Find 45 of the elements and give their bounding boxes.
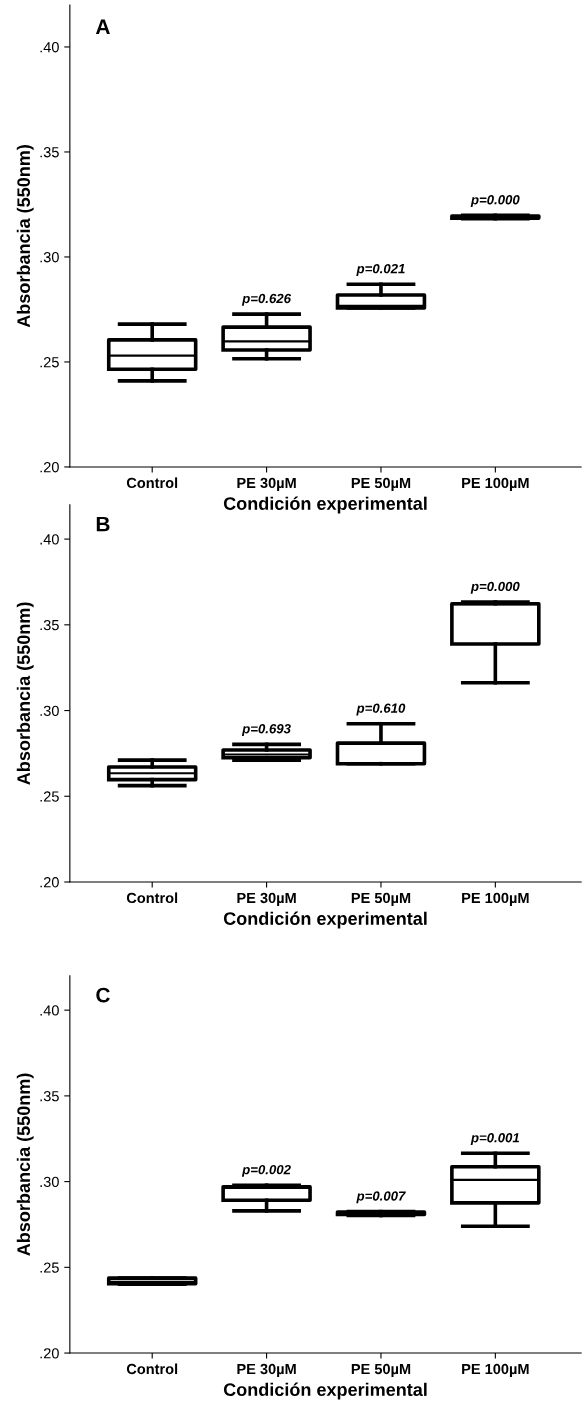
y-tick-label: .40 bbox=[40, 1005, 59, 1016]
y-axis-title: Absorbancia (550nm) bbox=[16, 1073, 34, 1256]
x-tick-label: PE 30µM bbox=[237, 1363, 296, 1378]
y-tick-label: .30 bbox=[40, 252, 59, 263]
x-tick-label: PE 50µM bbox=[351, 892, 411, 907]
x-tick-label: PE 100µM bbox=[462, 477, 529, 491]
y-tick-label: .35 bbox=[40, 619, 59, 631]
y-tick-label: .30 bbox=[40, 1176, 59, 1188]
x-axis-title: Condición experimental bbox=[223, 1382, 427, 1400]
y-tick-label: .35 bbox=[40, 1090, 59, 1102]
y-tick-label: .30 bbox=[40, 705, 59, 716]
y-tick-label: .25 bbox=[40, 1262, 59, 1273]
x-axis-title: Condición experimental bbox=[223, 496, 427, 514]
y-tick-label: .25 bbox=[40, 357, 59, 368]
y-tick-label: .35 bbox=[40, 147, 59, 158]
x-tick-label: PE 100µM bbox=[462, 892, 529, 907]
y-axis-title: Absorbancia (550nm) bbox=[16, 145, 34, 328]
annotation: p=0.001 bbox=[470, 1133, 520, 1145]
annotation: p=0.002 bbox=[241, 1164, 291, 1177]
x-tick-label: PE 30µM bbox=[237, 892, 296, 907]
annotation: p=0.000 bbox=[470, 581, 520, 594]
x-tick-label: Control bbox=[126, 477, 178, 489]
x-tick-label: PE 30µM bbox=[237, 477, 296, 491]
annotation: p=0.000 bbox=[470, 195, 520, 208]
chart-title: C bbox=[96, 987, 110, 1003]
annotation: p=0.007 bbox=[356, 1191, 406, 1204]
annotation: p=0.610 bbox=[356, 703, 406, 716]
y-tick-label: .20 bbox=[40, 1348, 59, 1359]
y-tick-label: .20 bbox=[40, 462, 59, 473]
annotation: p=0.626 bbox=[241, 293, 292, 306]
x-tick-label: PE 50µM bbox=[351, 1363, 411, 1378]
y-tick-label: .20 bbox=[40, 877, 59, 888]
chart-title: B bbox=[96, 516, 110, 532]
y-tick-label: .40 bbox=[40, 534, 59, 545]
x-tick-label: PE 100µM bbox=[462, 1363, 529, 1378]
x-axis-title: Condición experimental bbox=[223, 911, 427, 929]
x-tick-label: PE 50µM bbox=[351, 477, 411, 491]
x-tick-label: Control bbox=[126, 1363, 178, 1375]
text: A bbox=[95, 19, 110, 34]
x-tick-label: Control bbox=[126, 892, 178, 904]
y-tick-label: .25 bbox=[40, 791, 59, 802]
annotation: p=0.693 bbox=[241, 724, 291, 736]
annotation: p=0.021 bbox=[356, 263, 405, 276]
y-axis-title: Absorbancia (550nm) bbox=[16, 602, 34, 785]
y-tick-label: .40 bbox=[40, 42, 59, 53]
